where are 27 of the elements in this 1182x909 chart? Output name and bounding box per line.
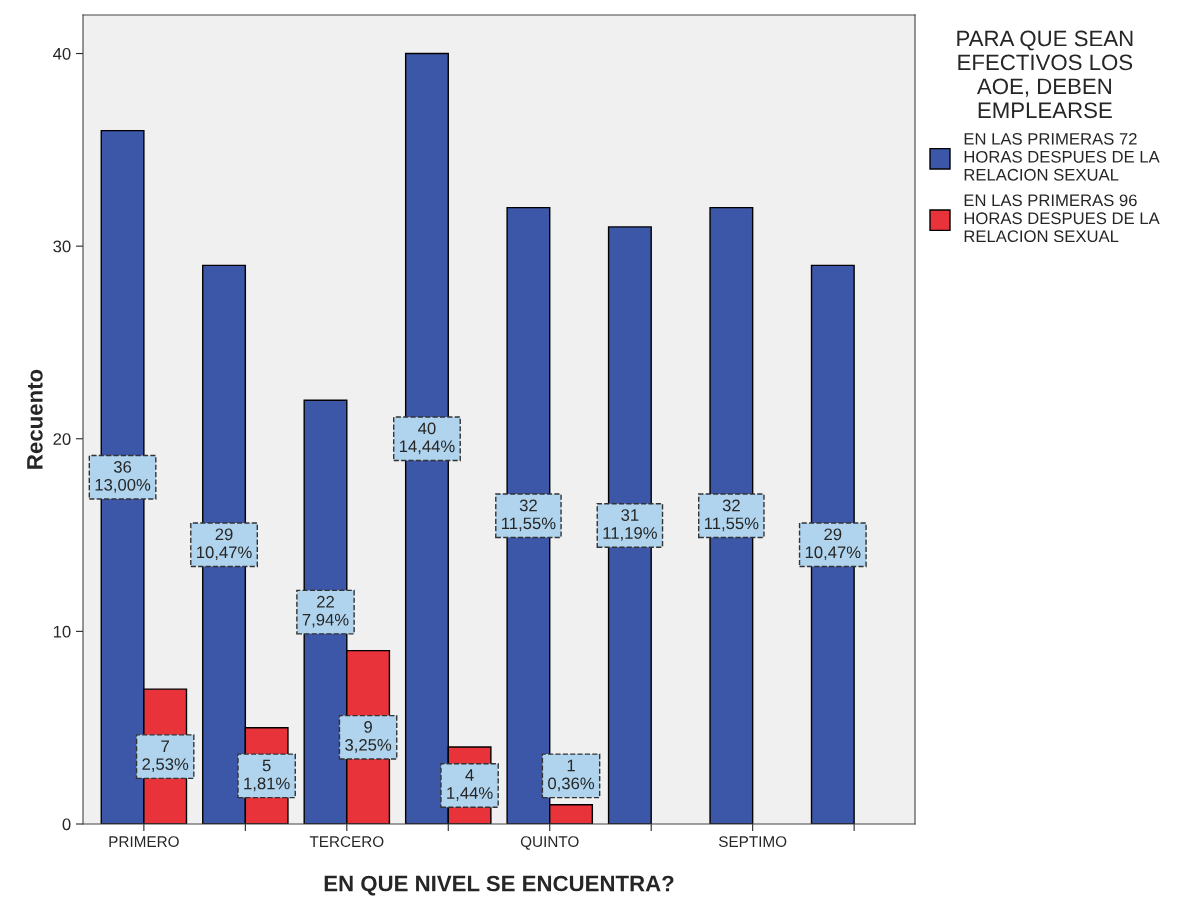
data-label: 32 11,55%: [704, 499, 759, 532]
legend-label: EN LAS PRIMERAS 72 HORAS DESPUES DE LA RELACION SEXUAL: [964, 132, 1160, 181]
x-axis-title: EN QUE NIVEL SE ENCUENTRA?: [324, 875, 674, 896]
y-axis-title: Recuento: [27, 369, 43, 469]
x-tick-label: SEPTIMO: [718, 836, 787, 848]
x-tick-label: PRIMERO: [109, 836, 179, 848]
data-label: 5 1,81%: [244, 759, 290, 792]
y-tick-label: 10: [53, 625, 71, 638]
y-tick-label: 0: [62, 818, 71, 831]
data-label: 4 1,44%: [447, 769, 493, 801]
y-tick-label: 40: [53, 47, 71, 60]
data-label: 32 11,55%: [502, 499, 556, 532]
y-tick-label: 30: [53, 240, 71, 253]
data-label: 29 10,47%: [805, 528, 861, 561]
legend-title: PARA QUE SEAN EFECTIVOS LOS AOE, DEBEN EMPLEARSE: [957, 30, 1133, 119]
data-label: 29 10,47%: [197, 528, 252, 561]
x-tick-label: QUINTO: [520, 836, 579, 850]
data-label: 1 0,36%: [548, 759, 595, 792]
data-label: 22 7,94%: [302, 595, 349, 628]
data-label: 40 14,44%: [399, 422, 455, 455]
legend-label: EN LAS PRIMERAS 96 HORAS DESPUES DE LA RELACION SEXUAL: [964, 194, 1160, 243]
x-tick-label: TERCERO: [309, 836, 384, 848]
data-label: 7 2,53%: [142, 740, 189, 772]
data-label: 36 13,00%: [95, 460, 151, 493]
data-label: 31 11,19%: [603, 509, 657, 541]
y-tick-label: 20: [53, 433, 71, 445]
data-label: 9 3,25%: [345, 721, 392, 753]
